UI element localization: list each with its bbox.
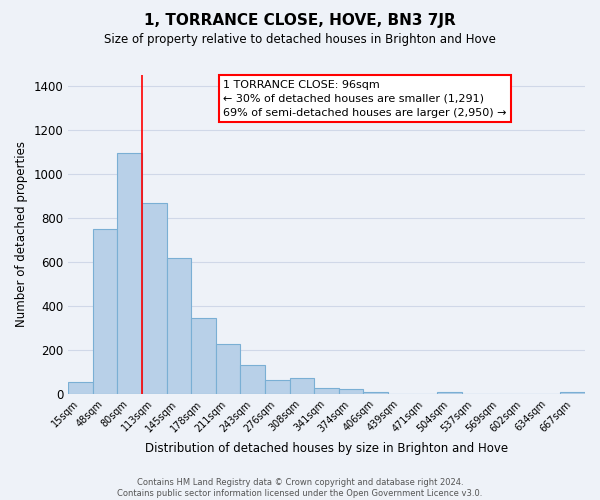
Text: Contains HM Land Registry data © Crown copyright and database right 2024.
Contai: Contains HM Land Registry data © Crown c… [118,478,482,498]
Text: Size of property relative to detached houses in Brighton and Hove: Size of property relative to detached ho… [104,32,496,46]
Bar [265,380,290,394]
Text: 1 TORRANCE CLOSE: 96sqm
← 30% of detached houses are smaller (1,291)
69% of semi: 1 TORRANCE CLOSE: 96sqm ← 30% of detache… [223,80,507,118]
Bar [167,258,191,394]
Bar [241,366,265,394]
Bar [339,390,364,394]
Bar [290,378,314,394]
Bar [142,202,167,394]
Y-axis label: Number of detached properties: Number of detached properties [15,142,28,328]
Bar [364,392,388,394]
X-axis label: Distribution of detached houses by size in Brighton and Hove: Distribution of detached houses by size … [145,442,508,455]
Bar [216,344,241,394]
Bar [191,318,216,394]
Bar [437,392,462,394]
Bar [314,388,339,394]
Text: 1, TORRANCE CLOSE, HOVE, BN3 7JR: 1, TORRANCE CLOSE, HOVE, BN3 7JR [144,12,456,28]
Bar [118,153,142,394]
Bar [93,229,118,394]
Bar [68,382,93,394]
Bar [560,392,585,394]
